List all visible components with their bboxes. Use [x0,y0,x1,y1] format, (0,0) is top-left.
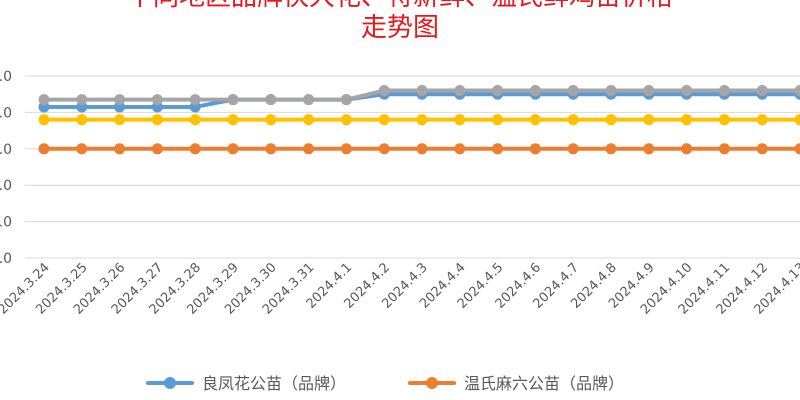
y-tick-label: 0.0 [0,251,12,267]
y-tick-label: 0.0 [0,69,12,85]
data-point [151,143,163,155]
data-point [605,143,617,155]
y-axis-ticks: 0.0 0.0 0.0 0.0 0.0 0.0 [0,69,12,267]
gridlines [25,75,800,259]
data-point [151,114,163,126]
data-point [265,94,277,106]
x-axis-ticks: 2024.3.242024.3.252024.3.262024.3.272024… [0,260,800,317]
data-point [567,143,579,155]
data-point [114,94,126,106]
data-point [76,143,88,155]
data-point [492,114,504,126]
data-point [340,143,352,155]
data-point [340,94,352,106]
data-point [265,143,277,155]
y-tick-label: 0.0 [0,178,12,194]
data-point [265,114,277,126]
data-point [76,114,88,126]
data-point [378,143,390,155]
data-point [756,114,768,126]
data-point [227,94,239,106]
data-point [303,114,315,126]
data-point [416,114,428,126]
data-point [643,143,655,155]
legend-label: 温氏麻六公苗（品牌） [464,374,624,393]
data-point [756,143,768,155]
data-point [114,143,126,155]
data-point [227,143,239,155]
data-point [454,85,466,97]
series-group [38,85,800,155]
data-point [529,85,541,97]
data-point [718,114,730,126]
chart-title-line2: 走势图 [361,13,439,43]
data-point [416,143,428,155]
legend-swatch-marker [426,377,438,389]
legend: 良凤花公苗（品牌） 温氏麻六公苗（品牌） [146,374,624,393]
data-point [567,114,579,126]
data-point [529,114,541,126]
data-point [303,143,315,155]
data-point [643,85,655,97]
data-point [454,143,466,155]
data-point [38,114,50,126]
data-point [38,143,50,155]
data-point [340,114,352,126]
legend-swatch-marker [164,377,176,389]
data-point [416,85,428,97]
data-point [189,114,201,126]
y-tick-label: 0.0 [0,142,12,158]
data-point [189,143,201,155]
data-point [567,85,579,97]
data-point [492,85,504,97]
data-point [227,114,239,126]
data-point [681,114,693,126]
data-point [38,94,50,106]
data-point [605,114,617,126]
data-point [151,94,163,106]
data-point [492,143,504,155]
y-tick-label: 0.0 [0,215,12,231]
data-point [529,143,541,155]
data-point [303,94,315,106]
data-point [605,85,617,97]
data-point [76,94,88,106]
data-point [378,85,390,97]
y-tick-label: 0.0 [0,105,12,121]
data-point [718,143,730,155]
chart-title-line1: 不同地区品牌快大花、特新鲜、温氏鲜鸡苗价格 [127,0,673,12]
data-point [189,94,201,106]
data-point [681,143,693,155]
legend-label: 良凤花公苗（品牌） [202,374,346,393]
data-point [756,85,768,97]
data-point [718,85,730,97]
data-point [454,114,466,126]
data-point [643,114,655,126]
data-point [378,114,390,126]
data-point [794,85,800,97]
data-point [794,143,800,155]
data-point [681,85,693,97]
data-point [794,114,800,126]
data-point [114,114,126,126]
